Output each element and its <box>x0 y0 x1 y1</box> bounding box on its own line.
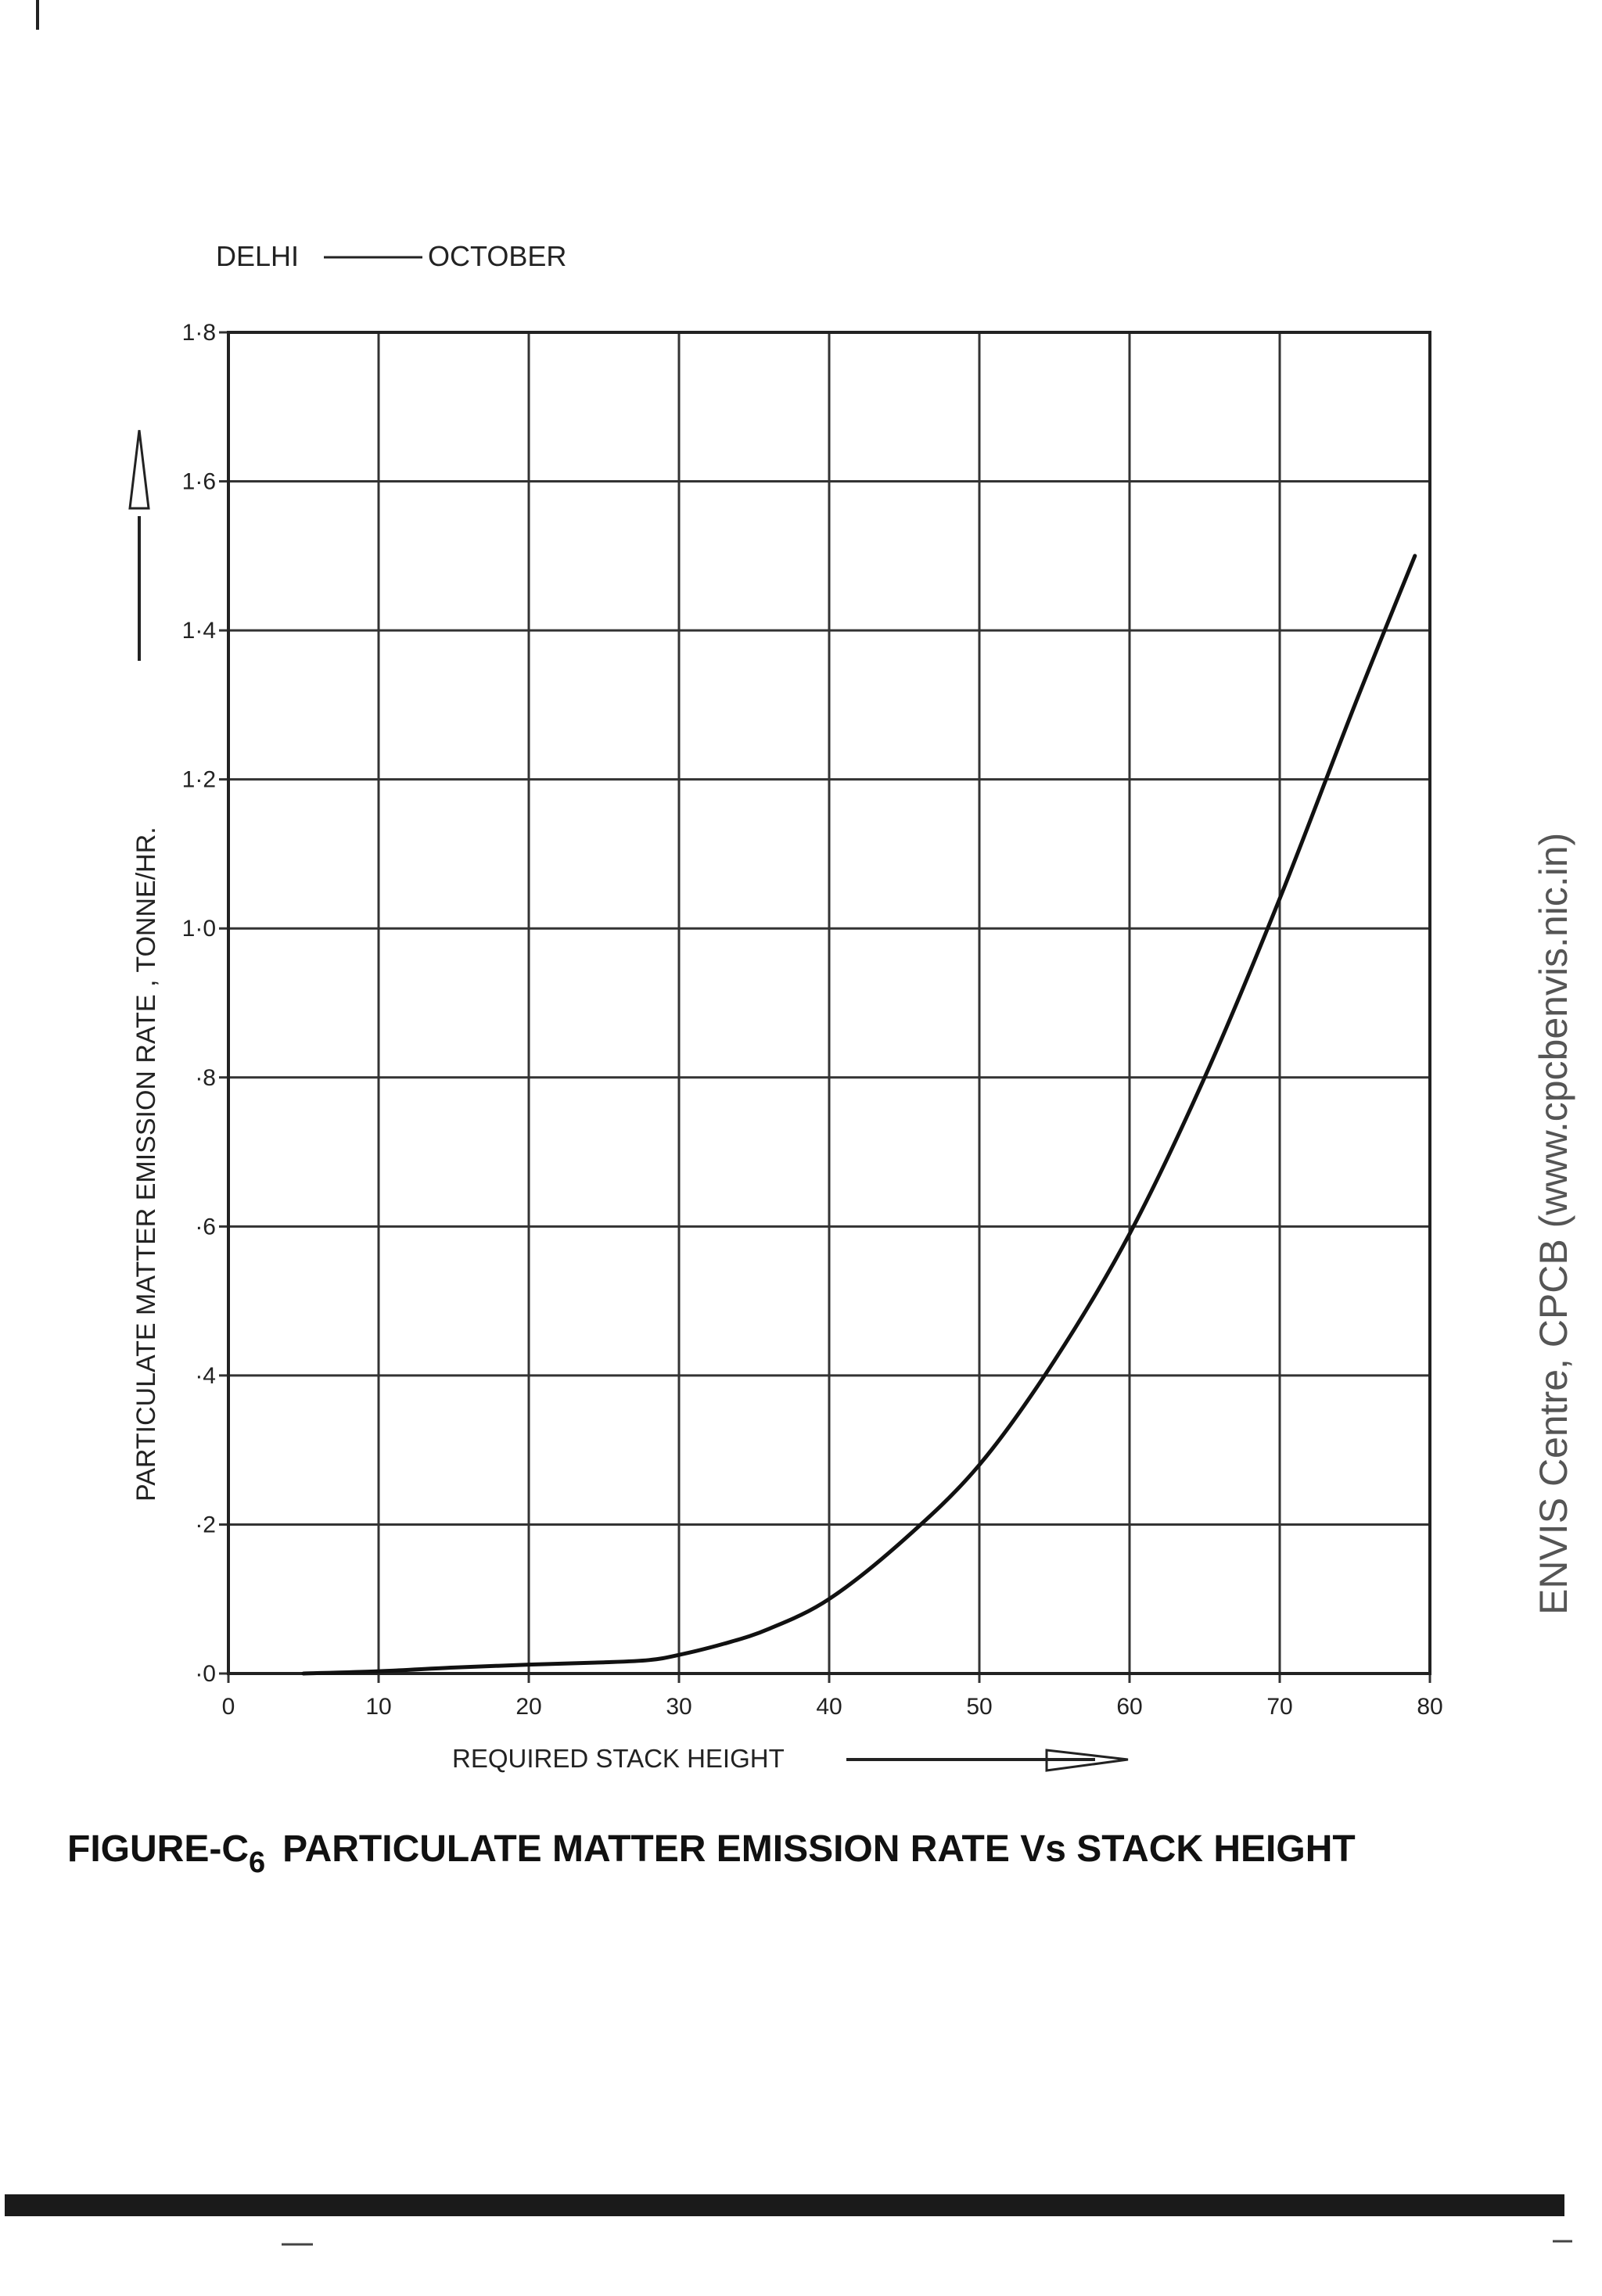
x-tick-label-3: 30 <box>666 1694 691 1720</box>
caption-subscript: 6 <box>249 1846 265 1879</box>
x-tick-label-5: 50 <box>966 1694 992 1720</box>
x-tick-label-1: 10 <box>365 1694 391 1720</box>
caption-prefix: FIGURE-C <box>67 1828 249 1870</box>
y-tick-label-7: 1·4 <box>182 618 216 644</box>
x-tick-label-4: 40 <box>816 1694 842 1720</box>
plot-frame <box>227 331 1431 1675</box>
watermark: ENVIS Centre, CPCB (www.cpcbenvis.nic.in… <box>1532 833 1575 1615</box>
x-tick-label-0: 0 <box>222 1694 235 1720</box>
x-tick-label-7: 70 <box>1266 1694 1292 1720</box>
legend-city: DELHI <box>216 240 299 272</box>
caption-text: PARTICULATE MATTER EMISSION RATE Vs STAC… <box>282 1828 1356 1870</box>
figure-caption: FIGURE-C6 PARTICULATE MATTER EMISSION RAT… <box>67 1828 1356 1879</box>
y-axis-ticks: ·0 ·2 ·4 ·6 ·8 1·0 1·2 1·4 1·6 1·8 <box>182 320 216 1687</box>
y-axis-label: PARTICULATE MATTER EMISSION RATE , TONNE… <box>131 827 161 1501</box>
x-tick-label-2: 20 <box>515 1694 541 1720</box>
legend: DELHI OCTOBER <box>216 240 566 272</box>
x-tick-label-8: 80 <box>1417 1694 1442 1720</box>
y-tick-label-1: ·2 <box>195 1512 216 1537</box>
y-tick-label-6: 1·2 <box>182 767 216 793</box>
y-tick-label-0: ·0 <box>195 1661 216 1687</box>
grid <box>219 331 1431 1683</box>
y-tick-label-9: 1·8 <box>182 320 216 346</box>
legend-month: OCTOBER <box>428 240 566 272</box>
series-line-delhi-october <box>301 554 1417 1676</box>
y-tick-label-4: ·8 <box>195 1065 216 1091</box>
x-axis-arrow-head <box>1045 1749 1129 1772</box>
x-tick-label-6: 60 <box>1116 1694 1142 1720</box>
y-axis-arrow-head <box>128 429 150 510</box>
y-tick-label-3: ·6 <box>195 1214 216 1239</box>
y-tick-label-8: 1·6 <box>182 469 216 495</box>
y-tick-label-2: ·4 <box>195 1363 216 1389</box>
x-axis-ticks: 0 10 20 30 40 50 60 70 80 <box>222 1694 1443 1720</box>
bottom-rule <box>5 2194 1564 2216</box>
y-tick-label-5: 1·0 <box>182 916 216 942</box>
x-axis-label: REQUIRED STACK HEIGHT <box>452 1744 785 1773</box>
